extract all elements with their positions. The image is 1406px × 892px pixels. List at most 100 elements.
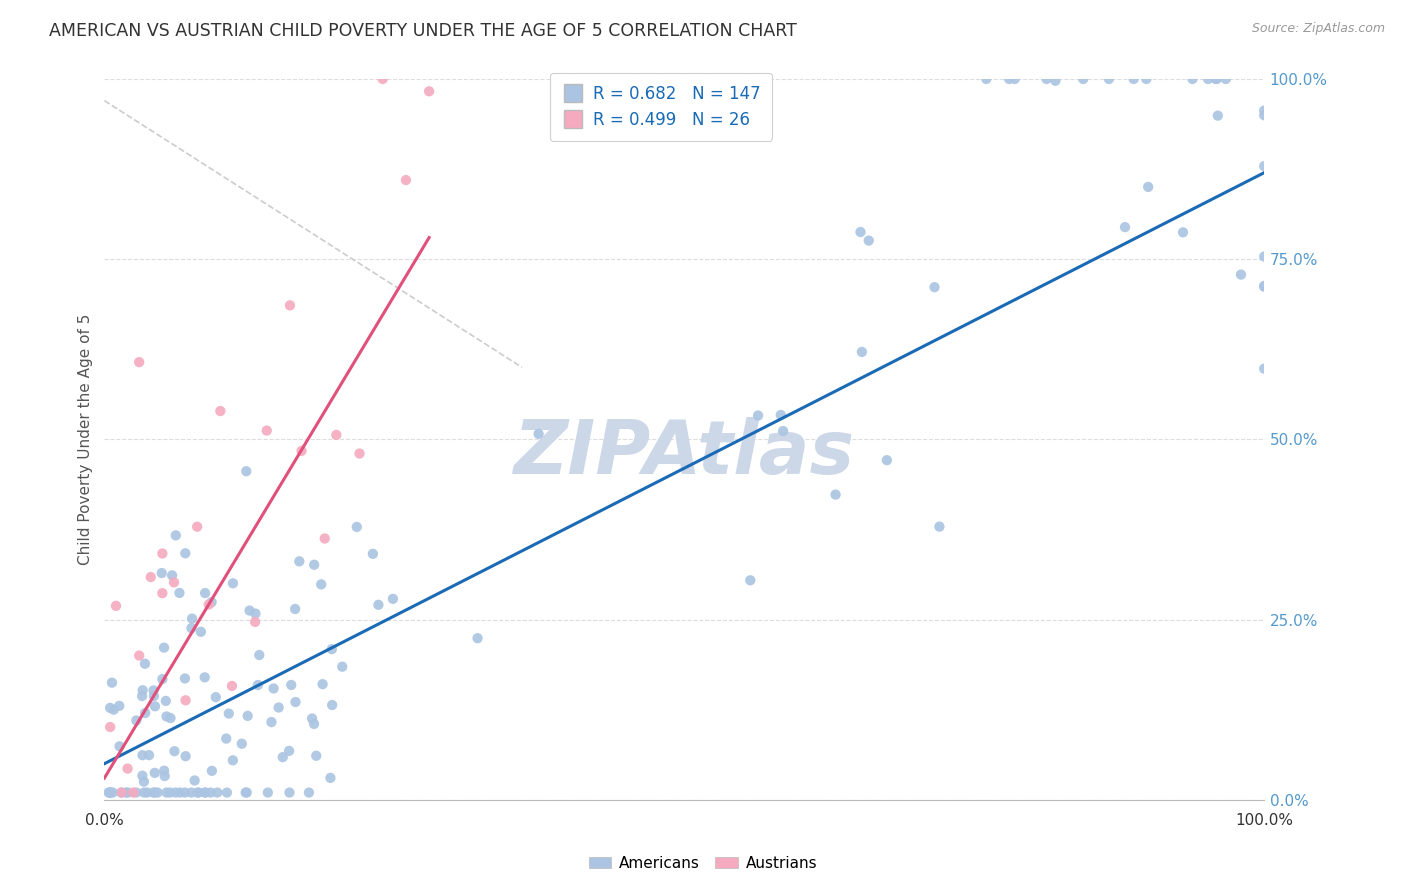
Point <box>311 677 333 691</box>
Point <box>263 681 285 696</box>
Point <box>290 443 312 458</box>
Point <box>247 648 270 662</box>
Point <box>174 546 197 560</box>
Point <box>236 709 259 723</box>
Point <box>155 785 177 799</box>
Point <box>271 750 294 764</box>
Point <box>260 715 283 730</box>
Point <box>131 689 153 703</box>
Point <box>1137 180 1160 194</box>
Point <box>134 706 156 720</box>
Point <box>280 678 302 692</box>
Point <box>371 72 394 87</box>
Point <box>132 774 155 789</box>
Point <box>747 409 769 423</box>
Point <box>215 785 238 799</box>
Point <box>1197 72 1219 87</box>
Point <box>1135 72 1157 87</box>
Point <box>849 225 872 239</box>
Point <box>238 603 260 617</box>
Point <box>134 657 156 671</box>
Point <box>174 785 197 799</box>
Text: AMERICAN VS AUSTRIAN CHILD POVERTY UNDER THE AGE OF 5 CORRELATION CHART: AMERICAN VS AUSTRIAN CHILD POVERTY UNDER… <box>49 22 797 40</box>
Point <box>309 577 332 591</box>
Point <box>101 785 124 799</box>
Point <box>115 785 138 799</box>
Point <box>174 693 197 707</box>
Point <box>346 520 368 534</box>
Point <box>851 345 873 359</box>
Point <box>146 785 169 799</box>
Point <box>215 731 238 746</box>
Text: Source: ZipAtlas.com: Source: ZipAtlas.com <box>1251 22 1385 36</box>
Point <box>998 72 1021 87</box>
Point <box>200 595 222 609</box>
Point <box>1206 109 1229 123</box>
Point <box>104 599 127 613</box>
Point <box>740 574 762 588</box>
Point <box>769 408 792 422</box>
Point <box>1035 72 1057 87</box>
Point <box>1122 72 1144 87</box>
Point <box>302 717 325 731</box>
Point <box>278 744 301 758</box>
Point <box>190 624 212 639</box>
Point <box>1098 72 1121 87</box>
Point <box>143 785 166 799</box>
Point <box>1253 108 1275 122</box>
Point <box>159 711 181 725</box>
Point <box>256 785 278 799</box>
Point <box>128 355 150 369</box>
Point <box>1205 72 1227 87</box>
Point <box>235 464 257 478</box>
Point <box>1004 72 1026 87</box>
Point <box>245 607 267 621</box>
Point <box>395 173 418 187</box>
Point <box>131 769 153 783</box>
Point <box>321 698 343 712</box>
Point <box>142 689 165 703</box>
Point <box>209 404 232 418</box>
Point <box>367 598 389 612</box>
Point <box>180 785 202 799</box>
Point <box>174 672 197 686</box>
Point <box>1114 220 1136 235</box>
Point <box>1181 72 1204 87</box>
Point <box>165 528 187 542</box>
Point <box>1253 279 1275 293</box>
Point <box>187 785 209 799</box>
Point <box>142 785 165 799</box>
Point <box>153 640 176 655</box>
Point <box>139 570 162 584</box>
Point <box>278 298 301 312</box>
Point <box>218 706 240 721</box>
Point <box>111 785 134 799</box>
Point <box>138 748 160 763</box>
Point <box>98 701 121 715</box>
Point <box>97 785 120 799</box>
Point <box>1253 361 1275 376</box>
Point <box>321 642 343 657</box>
Point <box>1045 73 1067 87</box>
Point <box>1071 72 1094 87</box>
Point <box>928 519 950 533</box>
Point <box>222 576 245 591</box>
Point <box>180 621 202 635</box>
Point <box>467 631 489 645</box>
Point <box>150 566 173 580</box>
Point <box>128 648 150 663</box>
Point <box>1253 279 1275 293</box>
Point <box>924 280 946 294</box>
Point <box>125 785 148 799</box>
Point <box>155 694 177 708</box>
Point <box>108 739 131 754</box>
Point <box>204 690 226 705</box>
Point <box>163 744 186 758</box>
Point <box>824 488 846 502</box>
Point <box>143 765 166 780</box>
Point <box>527 426 550 441</box>
Point <box>186 519 208 533</box>
Point <box>314 532 336 546</box>
Point <box>330 659 353 673</box>
Point <box>1215 72 1237 87</box>
